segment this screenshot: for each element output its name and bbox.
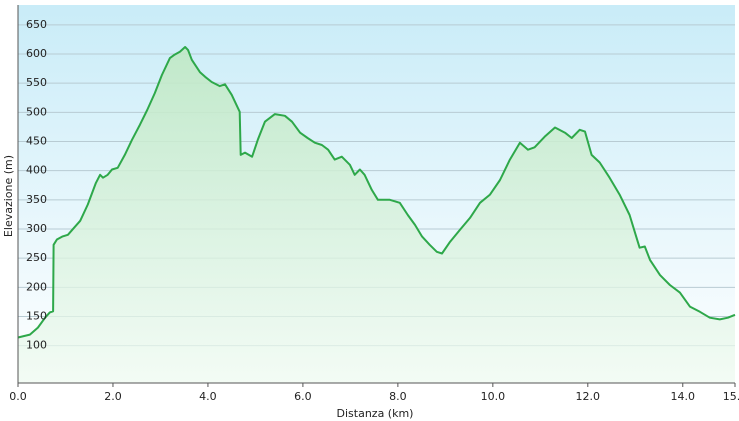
x-tick-label: 8.0 bbox=[389, 390, 407, 403]
x-tick-label: 0.0 bbox=[9, 390, 27, 403]
y-tick-label: 150 bbox=[26, 310, 47, 323]
x-tick-label: 10.0 bbox=[481, 390, 506, 403]
y-tick-label: 250 bbox=[26, 251, 47, 264]
x-tick-label: 15.1 bbox=[723, 390, 739, 403]
y-tick-label: 400 bbox=[26, 164, 47, 177]
y-tick-label: 100 bbox=[26, 339, 47, 352]
y-tick-label: 200 bbox=[26, 280, 47, 293]
y-tick-label: 450 bbox=[26, 135, 47, 148]
marks bbox=[17, 46, 736, 383]
y-tick-label: 300 bbox=[26, 222, 47, 235]
x-tick-label: 2.0 bbox=[104, 390, 122, 403]
x-tick-label: 6.0 bbox=[294, 390, 312, 403]
y-tick-label: 650 bbox=[26, 18, 47, 31]
y-tick-label: 550 bbox=[26, 76, 47, 89]
y-tick-label: 600 bbox=[26, 47, 47, 60]
x-tick-label: 12.0 bbox=[576, 390, 601, 403]
y-axis-title: Elevazione (m) bbox=[2, 155, 15, 237]
area-fill bbox=[18, 47, 735, 383]
y-tick-label: 500 bbox=[26, 105, 47, 118]
x-tick-label: 4.0 bbox=[199, 390, 217, 403]
elevation-line bbox=[17, 46, 736, 339]
labels: 100 150 200 250 300 350 400 450 500 550 600 650 0.0 2… bbox=[9, 18, 739, 403]
y-tick-label: 350 bbox=[26, 193, 47, 206]
x-tick-label: 14.0 bbox=[671, 390, 696, 403]
x-axis-title: Distanza (km) bbox=[337, 407, 414, 420]
